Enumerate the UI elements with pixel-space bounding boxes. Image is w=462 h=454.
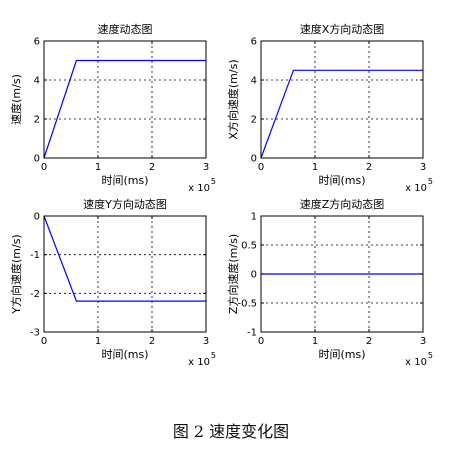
x-axis-multiplier-exponent: 5 [428,177,433,186]
x-tick-label: 2 [149,162,155,173]
y-tick-label: 4 [251,76,257,87]
plot-area [261,41,423,158]
y-tick-label: -1 [247,328,257,339]
x-axis-multiplier-exponent: 5 [211,351,216,360]
x-tick-label: 1 [95,336,101,347]
x-tick-label: 0 [258,336,264,347]
x-tick-label: 1 [312,336,318,347]
series-line [43,59,206,159]
y-tick-label: 2 [34,115,40,126]
y-tick-label: 4 [34,76,40,87]
x-tick-label: 3 [203,162,209,173]
plot-area [44,41,206,158]
axes-box [43,40,207,159]
y-axis-label: 速度(m/s) [9,74,23,125]
x-axis-multiplier: x 10 [405,183,427,194]
axes-box [43,215,207,333]
series-line [43,215,206,302]
x-axis-multiplier-exponent: 5 [211,177,216,186]
x-axis-label: 时间(ms) [101,348,148,361]
x-axis-multiplier: x 10 [188,183,210,194]
x-axis-label: 时间(ms) [318,174,365,187]
x-tick-label: 2 [366,162,372,173]
y-tick-label: -3 [30,328,40,339]
x-tick-label: 1 [312,162,318,173]
x-tick-label: 1 [95,162,101,173]
y-tick-label: 1 [251,212,257,223]
chart-title: 速度Z方向动态图 [300,197,385,211]
y-tick-label: 0 [251,270,257,281]
chart-title: 速度动态图 [98,22,153,36]
y-tick-label: 6 [251,37,257,48]
x-tick-label: 0 [41,336,47,347]
chart-title: 速度Y方向动态图 [83,197,167,211]
y-tick-label: -2 [30,289,40,300]
y-tick-label: 2 [251,115,257,126]
y-tick-label: 0 [251,154,257,165]
y-tick-label: 0.5 [241,241,257,252]
x-tick-label: 3 [420,162,426,173]
x-axis-label: 时间(ms) [318,348,365,361]
x-tick-label: 2 [366,336,372,347]
chart-title: 速度X方向动态图 [300,22,385,36]
x-tick-label: 0 [41,162,47,173]
y-tick-label: 6 [34,37,40,48]
x-axis-multiplier: x 10 [405,357,427,368]
plot-area [44,216,206,332]
x-axis-multiplier-exponent: 5 [428,351,433,360]
x-tick-label: 2 [149,336,155,347]
x-tick-label: 3 [420,336,426,347]
y-axis-label: X方向速度(m/s) [226,59,240,139]
axes-box [260,40,424,159]
y-tick-label: -1 [30,250,40,261]
y-tick-label: -0.5 [237,299,257,310]
x-tick-label: 3 [203,336,209,347]
series-line [260,69,423,159]
y-axis-label: Z方向速度(m/s) [226,234,240,314]
x-tick-label: 0 [258,162,264,173]
y-axis-label: Y方向速度(m/s) [9,234,23,314]
y-tick-label: 0 [34,212,40,223]
x-axis-label: 时间(ms) [101,174,148,187]
figure-caption: 图 2 速度变化图 [172,422,290,441]
y-tick-label: 0 [34,154,40,165]
x-axis-multiplier: x 10 [188,357,210,368]
